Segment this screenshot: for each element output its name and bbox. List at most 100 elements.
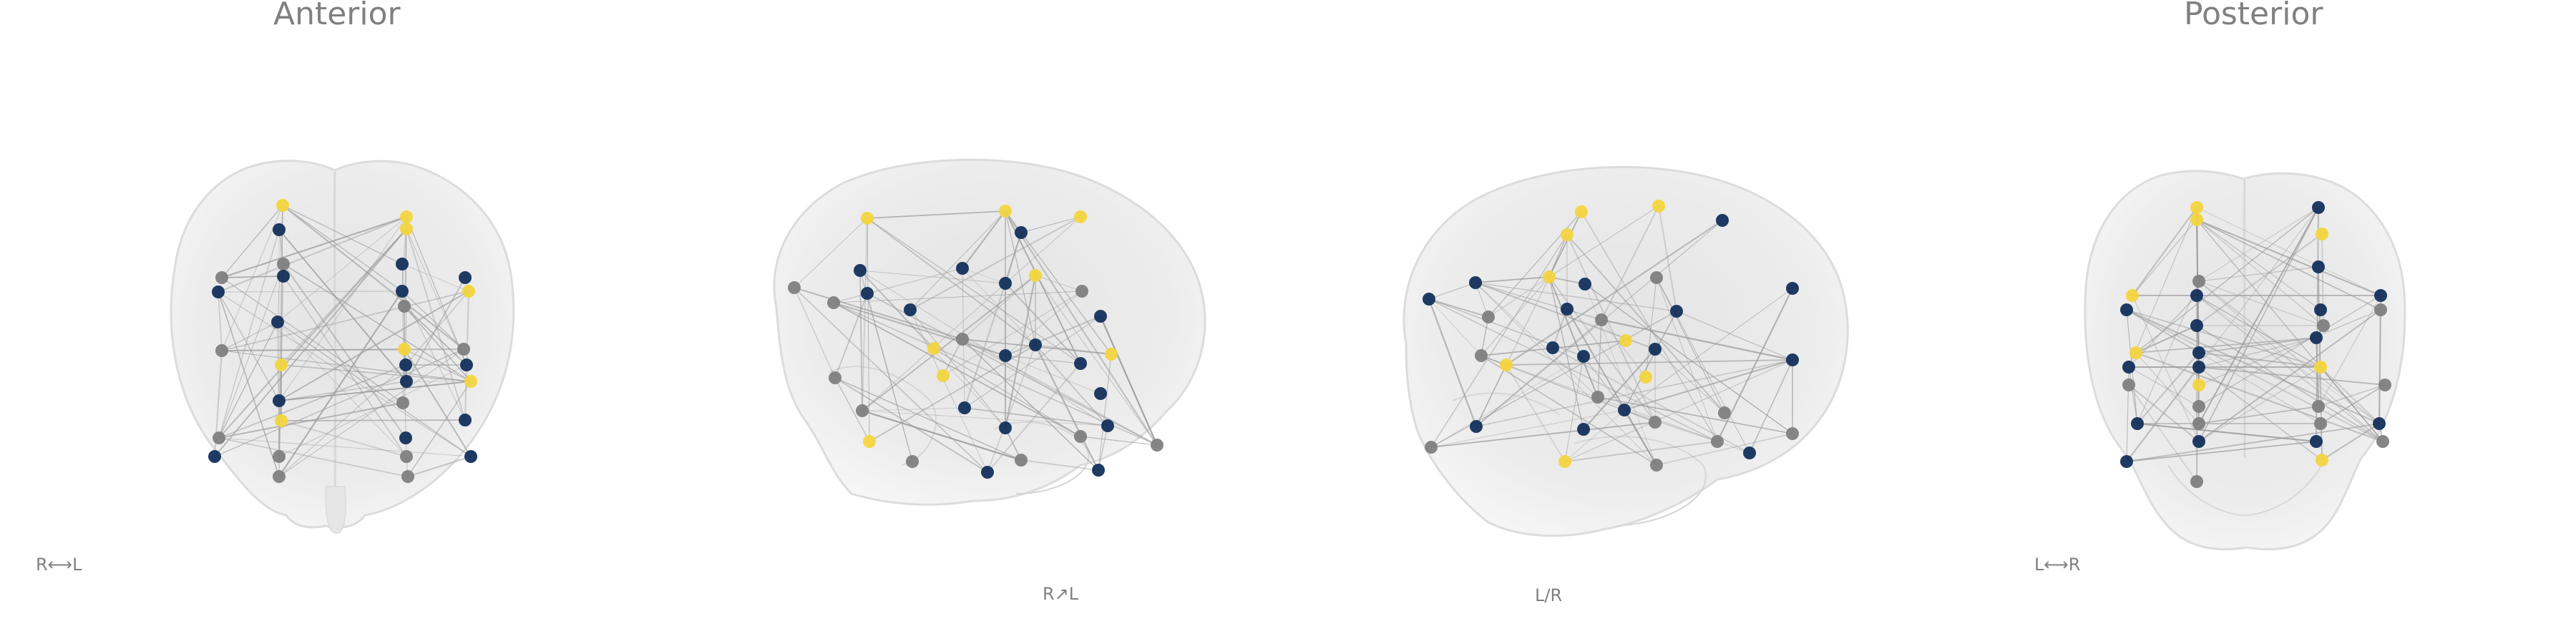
network-edge-posterior <box>2198 280 2380 424</box>
network-node-left-8 <box>1786 282 1799 295</box>
network-node-right-23 <box>958 401 971 414</box>
network-edge-posterior <box>2378 295 2382 424</box>
network-node-anterior-19 <box>460 358 473 371</box>
network-edge-posterior <box>2198 295 2381 407</box>
orientation-label-right: R↗L <box>1043 584 1079 604</box>
network-node-anterior-20 <box>400 375 413 388</box>
network-edge-anterior <box>218 229 280 439</box>
network-edge-posterior <box>2321 423 2380 461</box>
network-edge-anterior <box>214 348 464 457</box>
network-edge-posterior <box>2126 207 2319 462</box>
network-edge-left <box>1654 348 1725 414</box>
network-edge-anterior <box>218 364 406 439</box>
network-edge-right <box>942 291 1083 376</box>
network-edge-anterior <box>221 275 284 278</box>
network-edge-anterior <box>406 228 466 421</box>
network-node-right-9 <box>788 281 801 294</box>
network-node-left-0 <box>1575 205 1588 218</box>
network-node-anterior-21 <box>464 375 477 388</box>
network-edge-posterior <box>2132 295 2200 442</box>
network-edge-left <box>1584 283 1793 434</box>
network-node-left-21 <box>1786 353 1799 366</box>
network-edge-right <box>909 309 1006 429</box>
network-edge-anterior <box>277 321 407 457</box>
network-edge-anterior <box>278 291 469 401</box>
network-edge-left <box>1656 433 1793 466</box>
network-node-posterior-8 <box>2314 303 2327 316</box>
network-node-left-19 <box>1500 358 1513 371</box>
network-edge-left <box>1581 211 1718 442</box>
network-edge-posterior <box>2198 352 2321 368</box>
network-node-posterior-14 <box>2310 331 2323 344</box>
network-node-left-11 <box>1561 303 1574 316</box>
network-edge-posterior <box>2128 384 2197 482</box>
network-edge-posterior <box>2128 366 2138 424</box>
network-edge-posterior <box>2198 366 2386 386</box>
network-edge-posterior <box>2126 441 2317 462</box>
network-node-left-24 <box>1618 404 1631 416</box>
orientation-label-anterior: R⟷L <box>36 555 82 575</box>
network-node-right-0 <box>861 212 874 225</box>
network-edge-right <box>962 338 1158 446</box>
network-edge-anterior <box>404 348 472 457</box>
network-edge-right <box>1098 353 1112 471</box>
network-edge-left <box>1428 298 1718 442</box>
network-node-left-23 <box>1718 406 1731 419</box>
network-edge-right <box>794 287 836 379</box>
network-node-anterior-31 <box>464 450 477 463</box>
network-edge-left <box>1624 359 1793 411</box>
network-node-anterior-22 <box>273 394 286 407</box>
network-node-right-8 <box>861 287 874 300</box>
network-edge-right <box>987 344 1036 473</box>
network-edge-anterior <box>406 277 466 382</box>
network-node-left-33 <box>1650 459 1663 472</box>
network-edge-posterior <box>2135 207 2319 353</box>
network-edge-posterior <box>2126 309 2200 353</box>
network-edge-left <box>1548 205 1659 278</box>
network-edge-right <box>862 410 1022 461</box>
network-node-anterior-27 <box>399 431 412 444</box>
network-node-right-5 <box>956 262 969 275</box>
network-edge-left <box>1548 276 1656 423</box>
network-node-right-30 <box>906 455 919 468</box>
orientation-label-posterior: L⟷R <box>2034 555 2081 575</box>
network-edge-right <box>1080 436 1158 446</box>
network-edge-anterior <box>401 291 464 350</box>
network-node-posterior-7 <box>2190 289 2203 302</box>
network-edge-right <box>1098 425 1108 471</box>
brain-outline-anterior <box>170 160 515 535</box>
network-node-posterior-30 <box>2310 435 2323 448</box>
network-edge-right <box>962 210 1006 269</box>
network-edge-anterior <box>282 205 403 292</box>
network-edge-right <box>962 338 1099 471</box>
network-edges <box>213 205 2386 482</box>
network-node-anterior-3 <box>400 223 413 235</box>
network-node-posterior-24 <box>2312 400 2325 413</box>
network-node-right-21 <box>829 371 841 384</box>
network-edge-right <box>834 293 868 379</box>
network-edge-anterior <box>278 291 403 477</box>
network-edge-anterior <box>407 455 472 478</box>
network-edge-posterior <box>2132 219 2197 296</box>
network-edge-anterior <box>221 321 278 351</box>
network-edge-anterior <box>218 216 407 293</box>
network-node-anterior-13 <box>271 316 284 328</box>
view-title-anterior: Anterior <box>273 0 401 32</box>
network-node-anterior-7 <box>277 270 290 283</box>
network-edge-left <box>1552 308 1568 348</box>
network-edge-anterior <box>214 228 407 457</box>
network-node-posterior-3 <box>2316 228 2328 240</box>
network-edge-posterior <box>2198 266 2319 282</box>
network-edge-left <box>1656 277 1725 414</box>
network-edge-right <box>964 407 1108 426</box>
network-node-anterior-24 <box>275 414 288 427</box>
network-node-right-31 <box>1015 454 1028 467</box>
brain-outline-left <box>1402 166 1849 537</box>
network-edge-anterior <box>278 381 472 401</box>
network-node-anterior-10 <box>396 285 409 298</box>
network-edge-anterior <box>401 291 466 421</box>
network-edge-anterior <box>404 306 467 366</box>
network-edge-right <box>1035 344 1099 471</box>
network-edge-posterior <box>2135 325 2197 353</box>
network-edge-anterior <box>218 321 278 439</box>
